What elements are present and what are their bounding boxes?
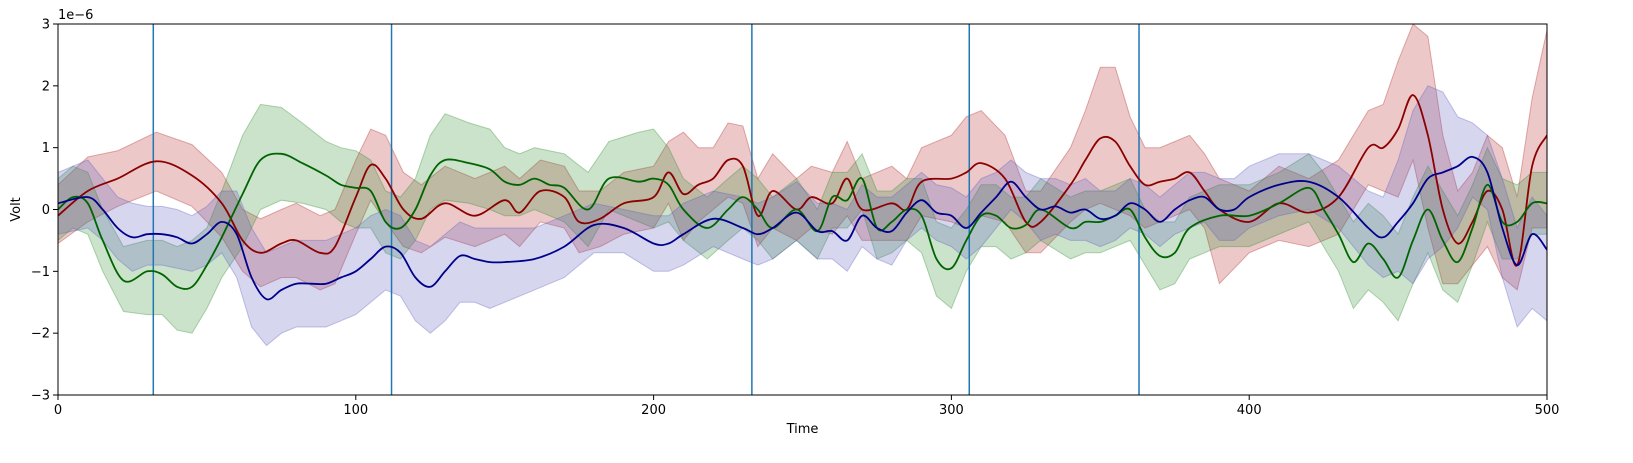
y-axis: −3 −2 −1 0 1 2 3 — [31, 18, 58, 404]
series-3-line — [58, 155, 1547, 301]
y-offset-label: 1e−6 — [58, 8, 93, 23]
x-axis: 0 100 200 300 400 500 — [54, 395, 1560, 418]
confidence-bands — [58, 24, 1547, 347]
event-markers — [152, 24, 1140, 395]
x-tick-label: 300 — [939, 403, 964, 418]
series-2-band — [58, 103, 1547, 334]
y-tick-label: 2 — [42, 79, 50, 94]
series-1-band — [58, 24, 1547, 291]
x-tick-label: 200 — [641, 403, 666, 418]
y-tick-label: −3 — [31, 389, 50, 404]
series-2-line — [58, 152, 1547, 290]
mean-lines — [58, 94, 1547, 301]
series-1-line — [58, 94, 1547, 267]
y-axis-label: Volt — [9, 197, 24, 222]
y-tick-label: 0 — [42, 203, 50, 218]
x-axis-label: Time — [786, 422, 819, 437]
x-tick-label: 400 — [1237, 403, 1262, 418]
y-tick-label: 1 — [42, 141, 50, 156]
x-tick-label: 500 — [1535, 403, 1560, 418]
x-tick-label: 0 — [54, 403, 62, 418]
y-tick-label: 3 — [42, 18, 50, 33]
y-tick-label: −2 — [31, 327, 50, 342]
y-tick-label: −1 — [31, 265, 50, 280]
x-tick-label: 100 — [343, 403, 368, 418]
